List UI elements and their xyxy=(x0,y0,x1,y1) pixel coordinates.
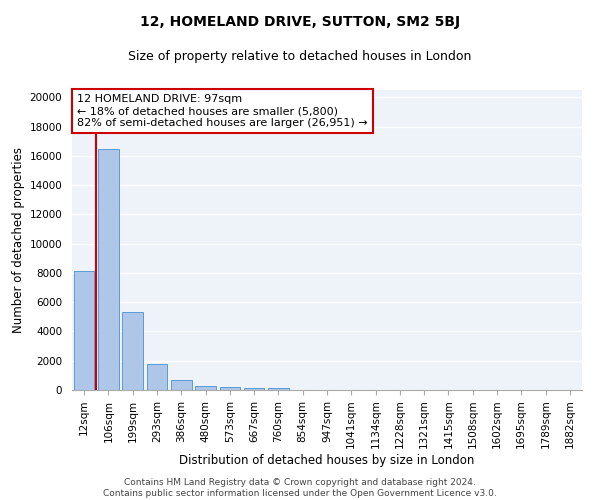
Y-axis label: Number of detached properties: Number of detached properties xyxy=(13,147,25,333)
X-axis label: Distribution of detached houses by size in London: Distribution of detached houses by size … xyxy=(179,454,475,467)
Bar xyxy=(244,388,265,390)
Bar xyxy=(74,272,94,390)
Text: 12, HOMELAND DRIVE, SUTTON, SM2 5BJ: 12, HOMELAND DRIVE, SUTTON, SM2 5BJ xyxy=(140,15,460,29)
Bar xyxy=(122,312,143,390)
Text: 12 HOMELAND DRIVE: 97sqm
← 18% of detached houses are smaller (5,800)
82% of sem: 12 HOMELAND DRIVE: 97sqm ← 18% of detach… xyxy=(77,94,368,128)
Bar xyxy=(146,364,167,390)
Bar xyxy=(268,388,289,390)
Text: Size of property relative to detached houses in London: Size of property relative to detached ho… xyxy=(128,50,472,63)
Bar xyxy=(98,148,119,390)
Bar xyxy=(220,387,240,390)
Bar xyxy=(171,380,191,390)
Text: Contains HM Land Registry data © Crown copyright and database right 2024.
Contai: Contains HM Land Registry data © Crown c… xyxy=(103,478,497,498)
Bar xyxy=(195,386,216,390)
